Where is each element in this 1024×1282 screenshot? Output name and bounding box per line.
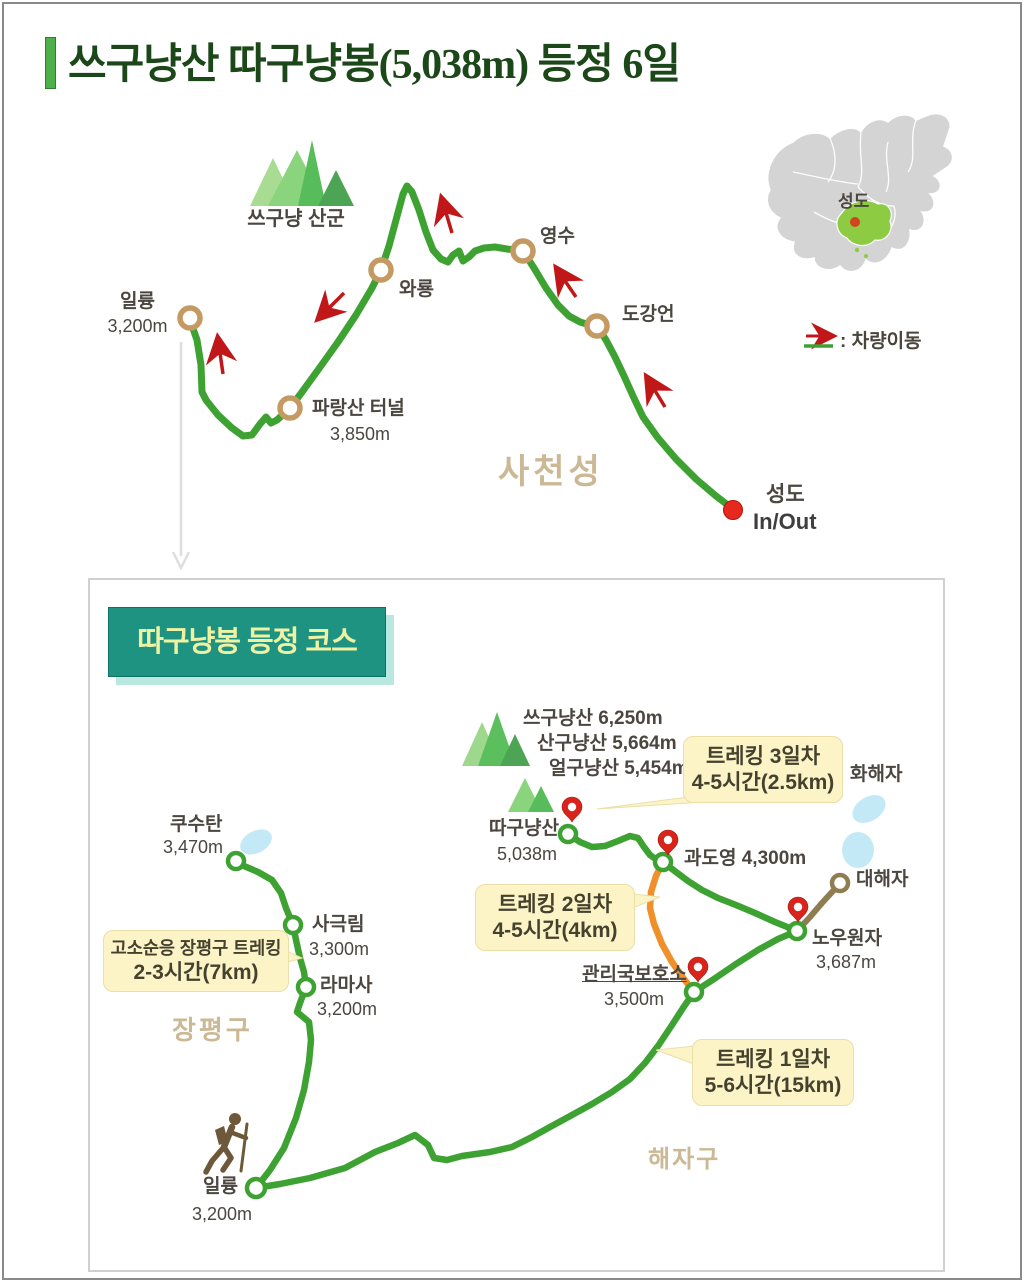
label-gwalliguk: 관리국보호소 — [582, 964, 687, 985]
pin-daguniang — [561, 796, 583, 823]
waypoint-dujiangyan — [584, 313, 610, 339]
china-inset-map — [766, 112, 954, 273]
waypoint-yeongsu — [510, 238, 536, 264]
label-ilryung-detail-alt: 3,200m — [192, 1204, 253, 1224]
label-tunnel: 파랑산 터널 — [312, 398, 405, 419]
waypoint-ilryung-detail — [244, 1176, 268, 1200]
peak-label-1: 쓰구냥산 6,250m — [523, 708, 663, 729]
callout-trek3-line2: 4-5시간(2.5km) — [691, 771, 835, 795]
direction-arrows — [205, 192, 674, 408]
label-lamasa: 라마사 — [320, 975, 373, 996]
chengdu-dot-inset — [850, 217, 860, 227]
label-gwalliguk-alt: 3,500m — [604, 989, 665, 1009]
label-ilryung-overview: 일륭 — [120, 291, 155, 312]
waypoint-ilryung-overview — [177, 305, 203, 331]
label-tunnel-alt: 3,850m — [330, 424, 391, 444]
label-nouwonja-alt: 3,687m — [816, 952, 877, 972]
pin-gwadoyeong — [657, 829, 679, 856]
label-dujiangyan: 도강언 — [622, 304, 675, 325]
waypoint-walong — [368, 257, 394, 283]
page-title: 쓰구냥산 따구냥봉(5,038m) 등정 6일 — [68, 42, 681, 88]
chengdu-endpoint-dot — [723, 500, 743, 520]
waypoint-tunnel — [277, 395, 303, 421]
label-walong: 와룡 — [399, 279, 434, 300]
small-region-dot — [864, 254, 868, 258]
course-title-box: 따구냥봉 등정 코스 — [108, 607, 386, 677]
route-gwadoyeong-nouwonja — [659, 858, 801, 935]
waypoint-daehaeja — [829, 872, 851, 894]
callout-trek2-line1: 트레킹 2일차 — [497, 893, 613, 916]
label-daehaeja: 대해자 — [856, 869, 909, 890]
callout-trek2: 트레킹 2일차 4-5시간(4km) — [475, 884, 635, 951]
waypoint-gwalliguk — [683, 981, 705, 1003]
label-kusutan: 쿠수탄 — [170, 814, 223, 835]
route-day1 — [252, 988, 698, 1192]
peak-label-3: 얼구냥산 5,454m — [549, 758, 689, 779]
small-region-dot — [854, 247, 860, 253]
waypoint-lamasa — [295, 976, 317, 998]
callout-acclimatization-line2: 2-3시간(7km) — [133, 960, 259, 984]
legend-vehicle-symbol — [804, 322, 838, 350]
province-watermark: 사천성 — [498, 454, 604, 491]
label-daguniang: 따구냥산 — [489, 818, 559, 839]
label-hwahaeja: 화해자 — [850, 764, 903, 785]
legend-label: : 차량이동 — [840, 331, 922, 352]
overview-route — [186, 182, 737, 513]
label-gwadoyeong: 과도영 4,300m — [684, 848, 807, 869]
overview-mountain-icons — [250, 140, 354, 206]
waypoint-gwadoyeong — [652, 851, 674, 873]
label-yeongsu: 영수 — [540, 226, 575, 247]
callout-trek1-line1: 트레킹 1일차 — [715, 1048, 831, 1071]
callout-acclimatization: 고소순응 장평구 트레킹 2-3시간(7km) — [103, 930, 289, 992]
waypoint-kusutan — [225, 850, 247, 872]
route-day3 — [564, 830, 667, 866]
callout-acclimatization-line1: 고소순응 장평구 트레킹 — [110, 938, 282, 958]
waypoint-sageuklim — [282, 914, 304, 936]
detail-mountain-icons — [462, 712, 554, 812]
connector-arrow — [171, 342, 191, 571]
region-watermark-jangpyeonggu: 장평구 — [172, 1016, 253, 1045]
lake-daehaeja — [842, 832, 874, 868]
label-chengdu: 성도 — [766, 483, 805, 506]
lake-near-kusutan — [240, 829, 272, 855]
label-ilryung-detail: 일륭 — [203, 1176, 238, 1197]
waypoint-nouwonja — [786, 920, 808, 942]
inset-city-label: 성도 — [838, 192, 870, 211]
label-sageuklim: 사극림 — [312, 914, 365, 935]
detail-waypoint-markers — [225, 823, 808, 1200]
mountain-group-label: 쓰구냥 산군 — [247, 208, 345, 230]
region-watermark-haejagu: 해자구 — [648, 1147, 721, 1173]
label-ilryung-overview-alt: 3,200m — [107, 316, 168, 336]
label-sageuklim-alt: 3,300m — [309, 939, 370, 959]
callout-trek1: 트레킹 1일차 5-6시간(15km) — [692, 1039, 854, 1106]
route-gwalliguk-nouwonja — [690, 927, 801, 996]
lake-hwahaeja — [852, 795, 886, 823]
route-day2-orange — [646, 858, 698, 996]
province-borders — [792, 119, 917, 237]
callout-trek1-line2: 5-6시간(15km) — [704, 1074, 842, 1098]
peak-label-2: 산구냥산 5,664m — [537, 733, 677, 754]
callout-trek2-line2: 4-5시간(4km) — [492, 919, 618, 943]
label-nouwonja: 노우원자 — [812, 928, 882, 949]
pin-gwalliguk — [687, 956, 709, 983]
label-lamasa-alt: 3,200m — [317, 999, 378, 1019]
callout-trek3: 트레킹 3일차 4-5시간(2.5km) — [683, 736, 843, 803]
sichuan-highlight — [836, 200, 892, 247]
lake-shapes — [240, 795, 886, 868]
label-kusutan-alt: 3,470m — [163, 837, 224, 857]
title-accent-bar — [45, 37, 56, 89]
hiker-icon — [203, 1113, 249, 1175]
china-outline — [766, 112, 954, 273]
callout-trek3-line1: 트레킹 3일차 — [705, 745, 821, 768]
label-daguniang-alt: 5,038m — [497, 844, 558, 864]
trek1-pointer — [655, 1045, 695, 1065]
label-chengdu-inout: In/Out — [753, 509, 817, 534]
overview-waypoint-markers — [177, 238, 610, 421]
waypoint-daguniang — [557, 823, 579, 845]
